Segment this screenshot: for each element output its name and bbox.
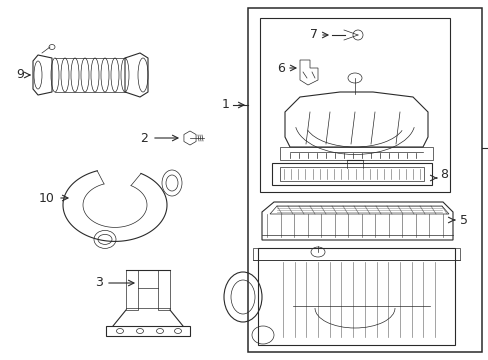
Text: 6: 6	[277, 62, 285, 75]
Bar	[158, 270, 170, 310]
Bar	[271, 163, 431, 185]
Text: 3: 3	[95, 276, 103, 289]
Bar	[280, 147, 432, 160]
Text: 5: 5	[459, 213, 467, 226]
Bar	[260, 18, 449, 192]
Text: 10: 10	[39, 192, 55, 204]
Bar	[258, 248, 454, 345]
Bar	[280, 167, 423, 181]
Text: 1: 1	[222, 99, 229, 112]
Bar	[247, 8, 481, 352]
Text: 8: 8	[439, 168, 447, 181]
Bar	[126, 270, 138, 310]
Text: 2: 2	[140, 131, 148, 144]
Bar	[252, 248, 459, 260]
Text: 7: 7	[309, 28, 317, 41]
Text: 9: 9	[16, 68, 24, 81]
